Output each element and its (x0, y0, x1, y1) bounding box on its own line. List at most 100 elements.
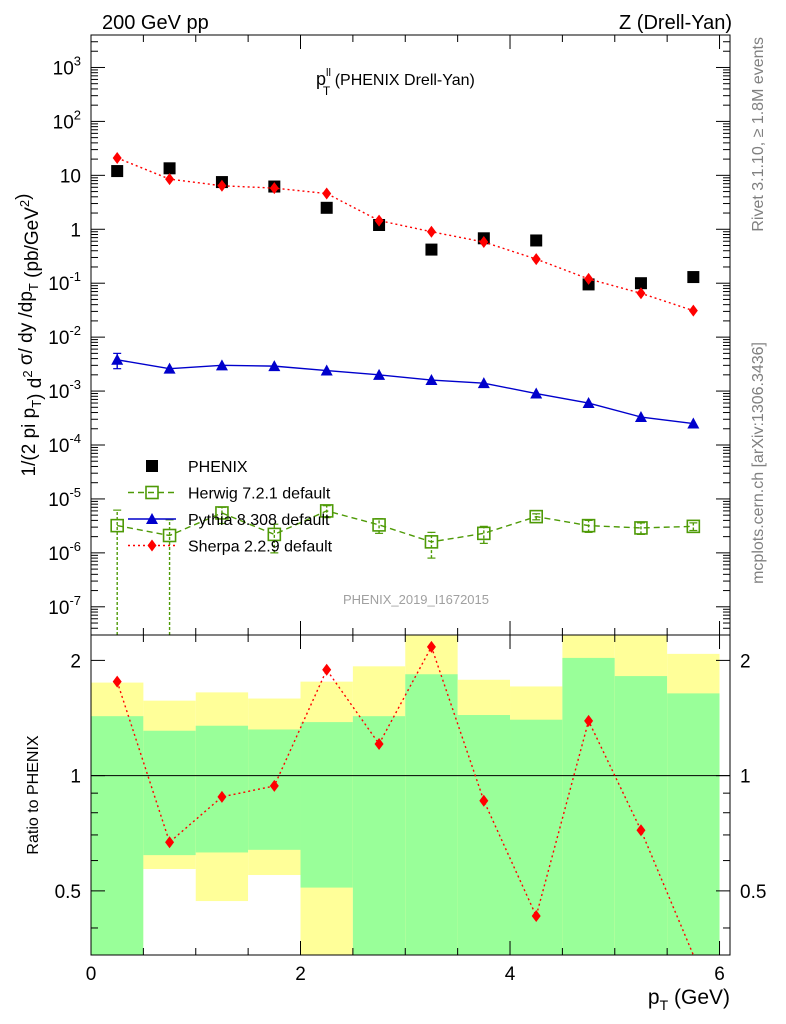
series-3-point (268, 360, 281, 372)
ratio-series-1-point (531, 909, 541, 922)
series-3-point (425, 374, 438, 386)
ratio-data-marks (112, 640, 694, 956)
series-3-point (582, 397, 595, 409)
series-2-point (372, 518, 386, 532)
series-2-point (215, 506, 229, 520)
main-y-axis-label: 1/(2 pi pT) d2 σ/ dy /dpT (pb/GeV2) (13, 194, 46, 477)
main-y-axis-label-part: σ/ dy /dp (16, 291, 37, 370)
main-y-tick-label-exp: -7 (69, 593, 81, 608)
series-2-point (477, 526, 491, 541)
main-y-tick-label: 10-4 (48, 431, 81, 457)
ratio-y-tick-label: 0.5 (55, 882, 81, 903)
x-axis-label-unit: (GeV) (668, 986, 730, 1009)
ratio-plot-frame (90, 634, 731, 956)
main-y-tick-label-exp: -3 (69, 377, 81, 392)
main-y-tick-label: 102 (53, 107, 81, 133)
series-1-point (687, 271, 700, 284)
ratio-band-1sigma (300, 722, 353, 888)
ratio-y-tick-label-right: 2 (740, 651, 751, 672)
main-y-tick-label: 10-5 (48, 485, 81, 511)
main-y-tick-label: 10-7 (48, 593, 81, 619)
ratio-x-tick-label: 2 (295, 964, 306, 985)
ratio-y-tick-label-right: 0.5 (740, 882, 766, 903)
ratio-band-1sigma (195, 725, 249, 853)
ratio-series-1-point (165, 836, 175, 849)
main-y-tick-label-exp: -4 (69, 431, 81, 446)
series-4-point (426, 225, 436, 238)
series-2-point (267, 527, 282, 542)
main-y-axis-label-part: 1/(2 pi p (19, 408, 40, 477)
legend-entry-4-marker (147, 539, 157, 552)
main-y-tick-label-base: 10 (48, 436, 69, 457)
series-3-line (117, 359, 694, 425)
main-y-tick-label: 10-3 (48, 377, 81, 403)
x-axis-label-p: p (648, 986, 660, 1009)
main-y-tick-label: 10-2 (48, 323, 81, 349)
ratio-uncertainty-bands (91, 635, 720, 955)
series-4-point (374, 214, 384, 227)
main-y-tick-label-base: 1 (70, 220, 81, 241)
series-3-point (373, 368, 386, 380)
series-2-point (424, 535, 439, 549)
legend: PHENIX Herwig 7.2.1 default Pythia 8.308 d… (128, 459, 333, 556)
main-y-axis-label-part: (pb/GeV (22, 207, 43, 283)
ratio-band-1sigma (457, 715, 511, 955)
series-1-point (111, 165, 124, 178)
mcplots-label: mcplots.cern.ch [arXiv:1306.3436] (750, 342, 767, 584)
ratio-series-1-point (584, 714, 594, 727)
ratio-band-1sigma (352, 716, 406, 955)
ratio-series-1-line (116, 645, 694, 956)
ratio-x-tick-label: 0 (86, 964, 97, 985)
main-y-tick-label-base: 10 (53, 58, 74, 79)
main-title-sub: T (323, 84, 331, 98)
legend-entry-2-marker (145, 485, 159, 500)
ratio-band-1sigma (562, 657, 615, 955)
series-3-point (634, 411, 647, 423)
main-y-tick-label-exp: 3 (74, 53, 81, 68)
ratio-y-tick-label-right: 1 (740, 767, 751, 788)
legend-entry-1-marker (146, 460, 158, 472)
main-y-tick-label-base: 10 (48, 490, 69, 511)
ratio-series-1-point (479, 794, 489, 807)
ratio-series-1-point (269, 779, 279, 792)
series-2-point (529, 509, 544, 524)
series-4-point (322, 187, 332, 200)
series-1-point (530, 234, 543, 247)
ratio-y-tick-label: 2 (70, 651, 81, 672)
ratio-band-1sigma (143, 730, 196, 856)
main-y-tick-label-base: 10 (48, 382, 69, 403)
main-title-rest: (PHENIX Drell-Yan) (330, 72, 475, 89)
rivet-label: Rivet 3.1.10, ≥ 1.8M events (750, 37, 767, 232)
main-y-tick-label-base: 10 (48, 274, 69, 295)
series-2-point (162, 528, 177, 543)
ratio-band-gap (143, 869, 196, 955)
series-2-point (581, 518, 596, 533)
main-y-axis-label-part: T (29, 400, 44, 408)
main-y-tick-label-exp: -2 (69, 323, 81, 338)
main-y-tick-label: 10-1 (48, 269, 81, 295)
main-plot-frame (90, 34, 731, 636)
series-4-line (116, 157, 694, 312)
series-4-point (479, 236, 489, 249)
main-y-tick-label-exp: 2 (74, 107, 81, 122)
main-y-axis-label-part: 2 (17, 200, 32, 207)
legend-entry-4-label: Sherpa 2.2.9 default (188, 539, 333, 556)
main-y-axis-label-part: ) d (25, 378, 46, 400)
series-4-point (112, 151, 122, 164)
series-1-point (425, 243, 438, 256)
ratio-axes-ticks: 0.5 0.5 1 1 2 2 0 2 4 6 (55, 635, 766, 985)
series-2-point (634, 521, 648, 535)
series-3-point (530, 387, 543, 399)
main-y-axis-label-part: ) (13, 194, 34, 200)
legend-entry-1-label: PHENIX (188, 459, 248, 476)
header-left: 200 GeV pp (102, 12, 209, 34)
ratio-band-1sigma (667, 693, 720, 955)
series-2-point (110, 518, 124, 533)
series-1-point (163, 162, 176, 175)
ratio-band-1sigma (614, 676, 668, 955)
ratio-band-1sigma (91, 716, 144, 955)
series-3-point (111, 353, 124, 365)
series-4-point (531, 253, 541, 266)
main-y-tick-label-base: 10 (48, 328, 69, 349)
